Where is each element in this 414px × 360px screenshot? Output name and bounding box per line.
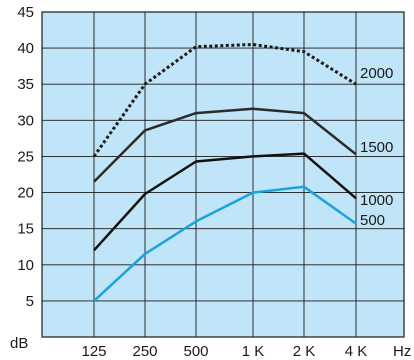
y-tick-label: 10 xyxy=(17,257,34,274)
y-tick-label: 5 xyxy=(26,293,34,310)
y-unit-label: dB xyxy=(10,335,28,352)
x-tick-label: 125 xyxy=(81,343,106,360)
series-label-1500: 1500 xyxy=(360,139,393,156)
y-tick-label: 40 xyxy=(17,40,34,57)
series-label-500: 500 xyxy=(360,212,385,229)
y-tick-label: 45 xyxy=(17,4,34,21)
x-tick-label: 1 K xyxy=(242,343,265,360)
plot-border xyxy=(41,11,405,338)
y-tick-label: 35 xyxy=(17,76,34,93)
x-unit-label: Hz xyxy=(393,343,411,360)
series-line-500 xyxy=(93,185,357,302)
series-line-2000 xyxy=(92,43,357,158)
y-tick-label: 30 xyxy=(17,112,34,129)
y-tick-label: 20 xyxy=(17,185,34,202)
grid xyxy=(42,11,404,337)
series-label-2000: 2000 xyxy=(360,65,393,82)
x-tick-label: 2 K xyxy=(293,343,316,360)
y-tick-label: 25 xyxy=(17,148,34,165)
x-tick-label: 500 xyxy=(183,343,208,360)
series-lines xyxy=(92,43,357,302)
series-label-1000: 1000 xyxy=(360,192,393,209)
plot-area xyxy=(42,12,404,337)
x-tick-label: 250 xyxy=(132,343,157,360)
x-axis-ticks: 125 250 500 1 K 2 K 4 K xyxy=(81,343,367,360)
series-line-1500 xyxy=(93,107,357,183)
series-labels: 2000 1500 1000 500 xyxy=(360,65,393,229)
x-tick-label: 4 K xyxy=(345,343,368,360)
y-tick-label: 15 xyxy=(17,221,34,238)
y-axis-ticks: 5 10 15 20 25 30 35 40 45 xyxy=(17,4,34,310)
series-line-1000 xyxy=(93,152,357,252)
